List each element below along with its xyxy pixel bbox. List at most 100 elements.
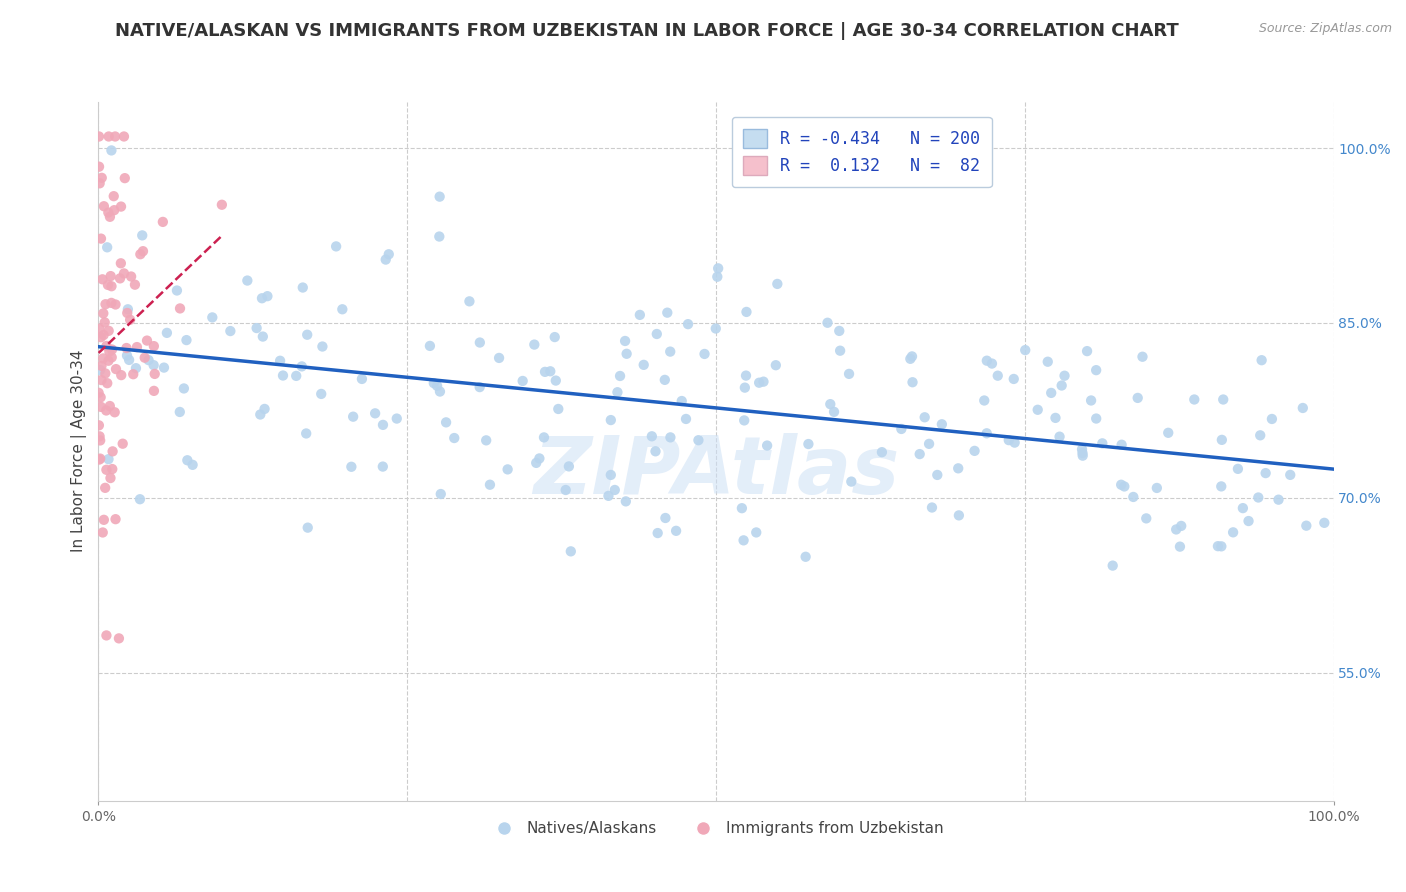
Point — [96, 240, 118, 254]
Point — [311, 339, 333, 353]
Point — [129, 492, 152, 507]
Point — [96, 403, 118, 417]
Point — [558, 459, 581, 474]
Point — [87, 160, 110, 174]
Point — [1111, 438, 1133, 452]
Point — [948, 508, 970, 523]
Point — [1014, 343, 1036, 357]
Point — [291, 280, 314, 294]
Point — [1071, 449, 1094, 463]
Point — [89, 429, 111, 443]
Point — [115, 341, 138, 355]
Point — [1114, 479, 1136, 493]
Point — [1026, 402, 1049, 417]
Point — [253, 401, 276, 416]
Point — [429, 189, 451, 203]
Point — [1170, 519, 1192, 533]
Point — [89, 451, 111, 466]
Point — [110, 368, 132, 383]
Point — [614, 334, 637, 348]
Point — [104, 297, 127, 311]
Point — [136, 334, 159, 348]
Point — [973, 393, 995, 408]
Point — [89, 434, 111, 448]
Point — [756, 439, 779, 453]
Point — [529, 451, 551, 466]
Point — [100, 279, 122, 293]
Point — [173, 381, 195, 395]
Point — [870, 445, 893, 459]
Point — [118, 352, 141, 367]
Point — [948, 461, 970, 475]
Point — [176, 333, 198, 347]
Point — [98, 210, 121, 224]
Point — [1071, 442, 1094, 457]
Point — [134, 351, 156, 365]
Point — [297, 521, 319, 535]
Point — [1212, 392, 1234, 407]
Point — [731, 501, 754, 516]
Legend: Natives/Alaskans, Immigrants from Uzbekistan: Natives/Alaskans, Immigrants from Uzbeki… — [482, 815, 949, 842]
Point — [96, 463, 118, 477]
Point — [560, 544, 582, 558]
Point — [426, 379, 449, 393]
Point — [914, 410, 936, 425]
Point — [538, 364, 561, 378]
Point — [838, 367, 860, 381]
Point — [735, 305, 758, 319]
Point — [100, 471, 122, 485]
Point — [114, 171, 136, 186]
Point — [325, 239, 347, 253]
Point — [166, 284, 188, 298]
Point — [671, 394, 693, 409]
Point — [544, 330, 567, 344]
Point — [1206, 539, 1229, 553]
Point — [475, 434, 498, 448]
Point — [87, 385, 110, 400]
Point — [364, 406, 387, 420]
Point — [156, 326, 179, 340]
Point — [309, 387, 332, 401]
Point — [100, 269, 122, 284]
Point — [89, 363, 111, 377]
Point — [901, 350, 924, 364]
Point — [434, 415, 457, 429]
Point — [599, 413, 621, 427]
Point — [820, 397, 842, 411]
Point — [97, 353, 120, 368]
Point — [616, 347, 638, 361]
Point — [181, 458, 204, 472]
Point — [295, 426, 318, 441]
Point — [599, 467, 621, 482]
Point — [641, 429, 664, 443]
Point — [96, 628, 118, 642]
Point — [350, 372, 373, 386]
Point — [1247, 491, 1270, 505]
Point — [103, 203, 125, 218]
Point — [443, 431, 465, 445]
Point — [1091, 436, 1114, 450]
Point — [110, 256, 132, 270]
Point — [97, 205, 120, 219]
Point — [927, 467, 949, 482]
Point — [468, 335, 491, 350]
Point — [91, 525, 114, 540]
Point — [153, 360, 176, 375]
Point — [654, 373, 676, 387]
Point — [665, 524, 688, 538]
Point — [419, 339, 441, 353]
Point — [1279, 467, 1302, 482]
Point — [97, 277, 120, 292]
Point — [125, 340, 148, 354]
Point — [1122, 490, 1144, 504]
Text: NATIVE/ALASKAN VS IMMIGRANTS FROM UZBEKISTAN IN LABOR FORCE | AGE 30-34 CORRELAT: NATIVE/ALASKAN VS IMMIGRANTS FROM UZBEKI… — [115, 22, 1178, 40]
Point — [534, 365, 557, 379]
Point — [659, 344, 682, 359]
Point — [598, 489, 620, 503]
Point — [1080, 393, 1102, 408]
Point — [688, 434, 710, 448]
Point — [1166, 523, 1188, 537]
Point — [120, 269, 142, 284]
Point — [1050, 378, 1073, 392]
Point — [794, 549, 817, 564]
